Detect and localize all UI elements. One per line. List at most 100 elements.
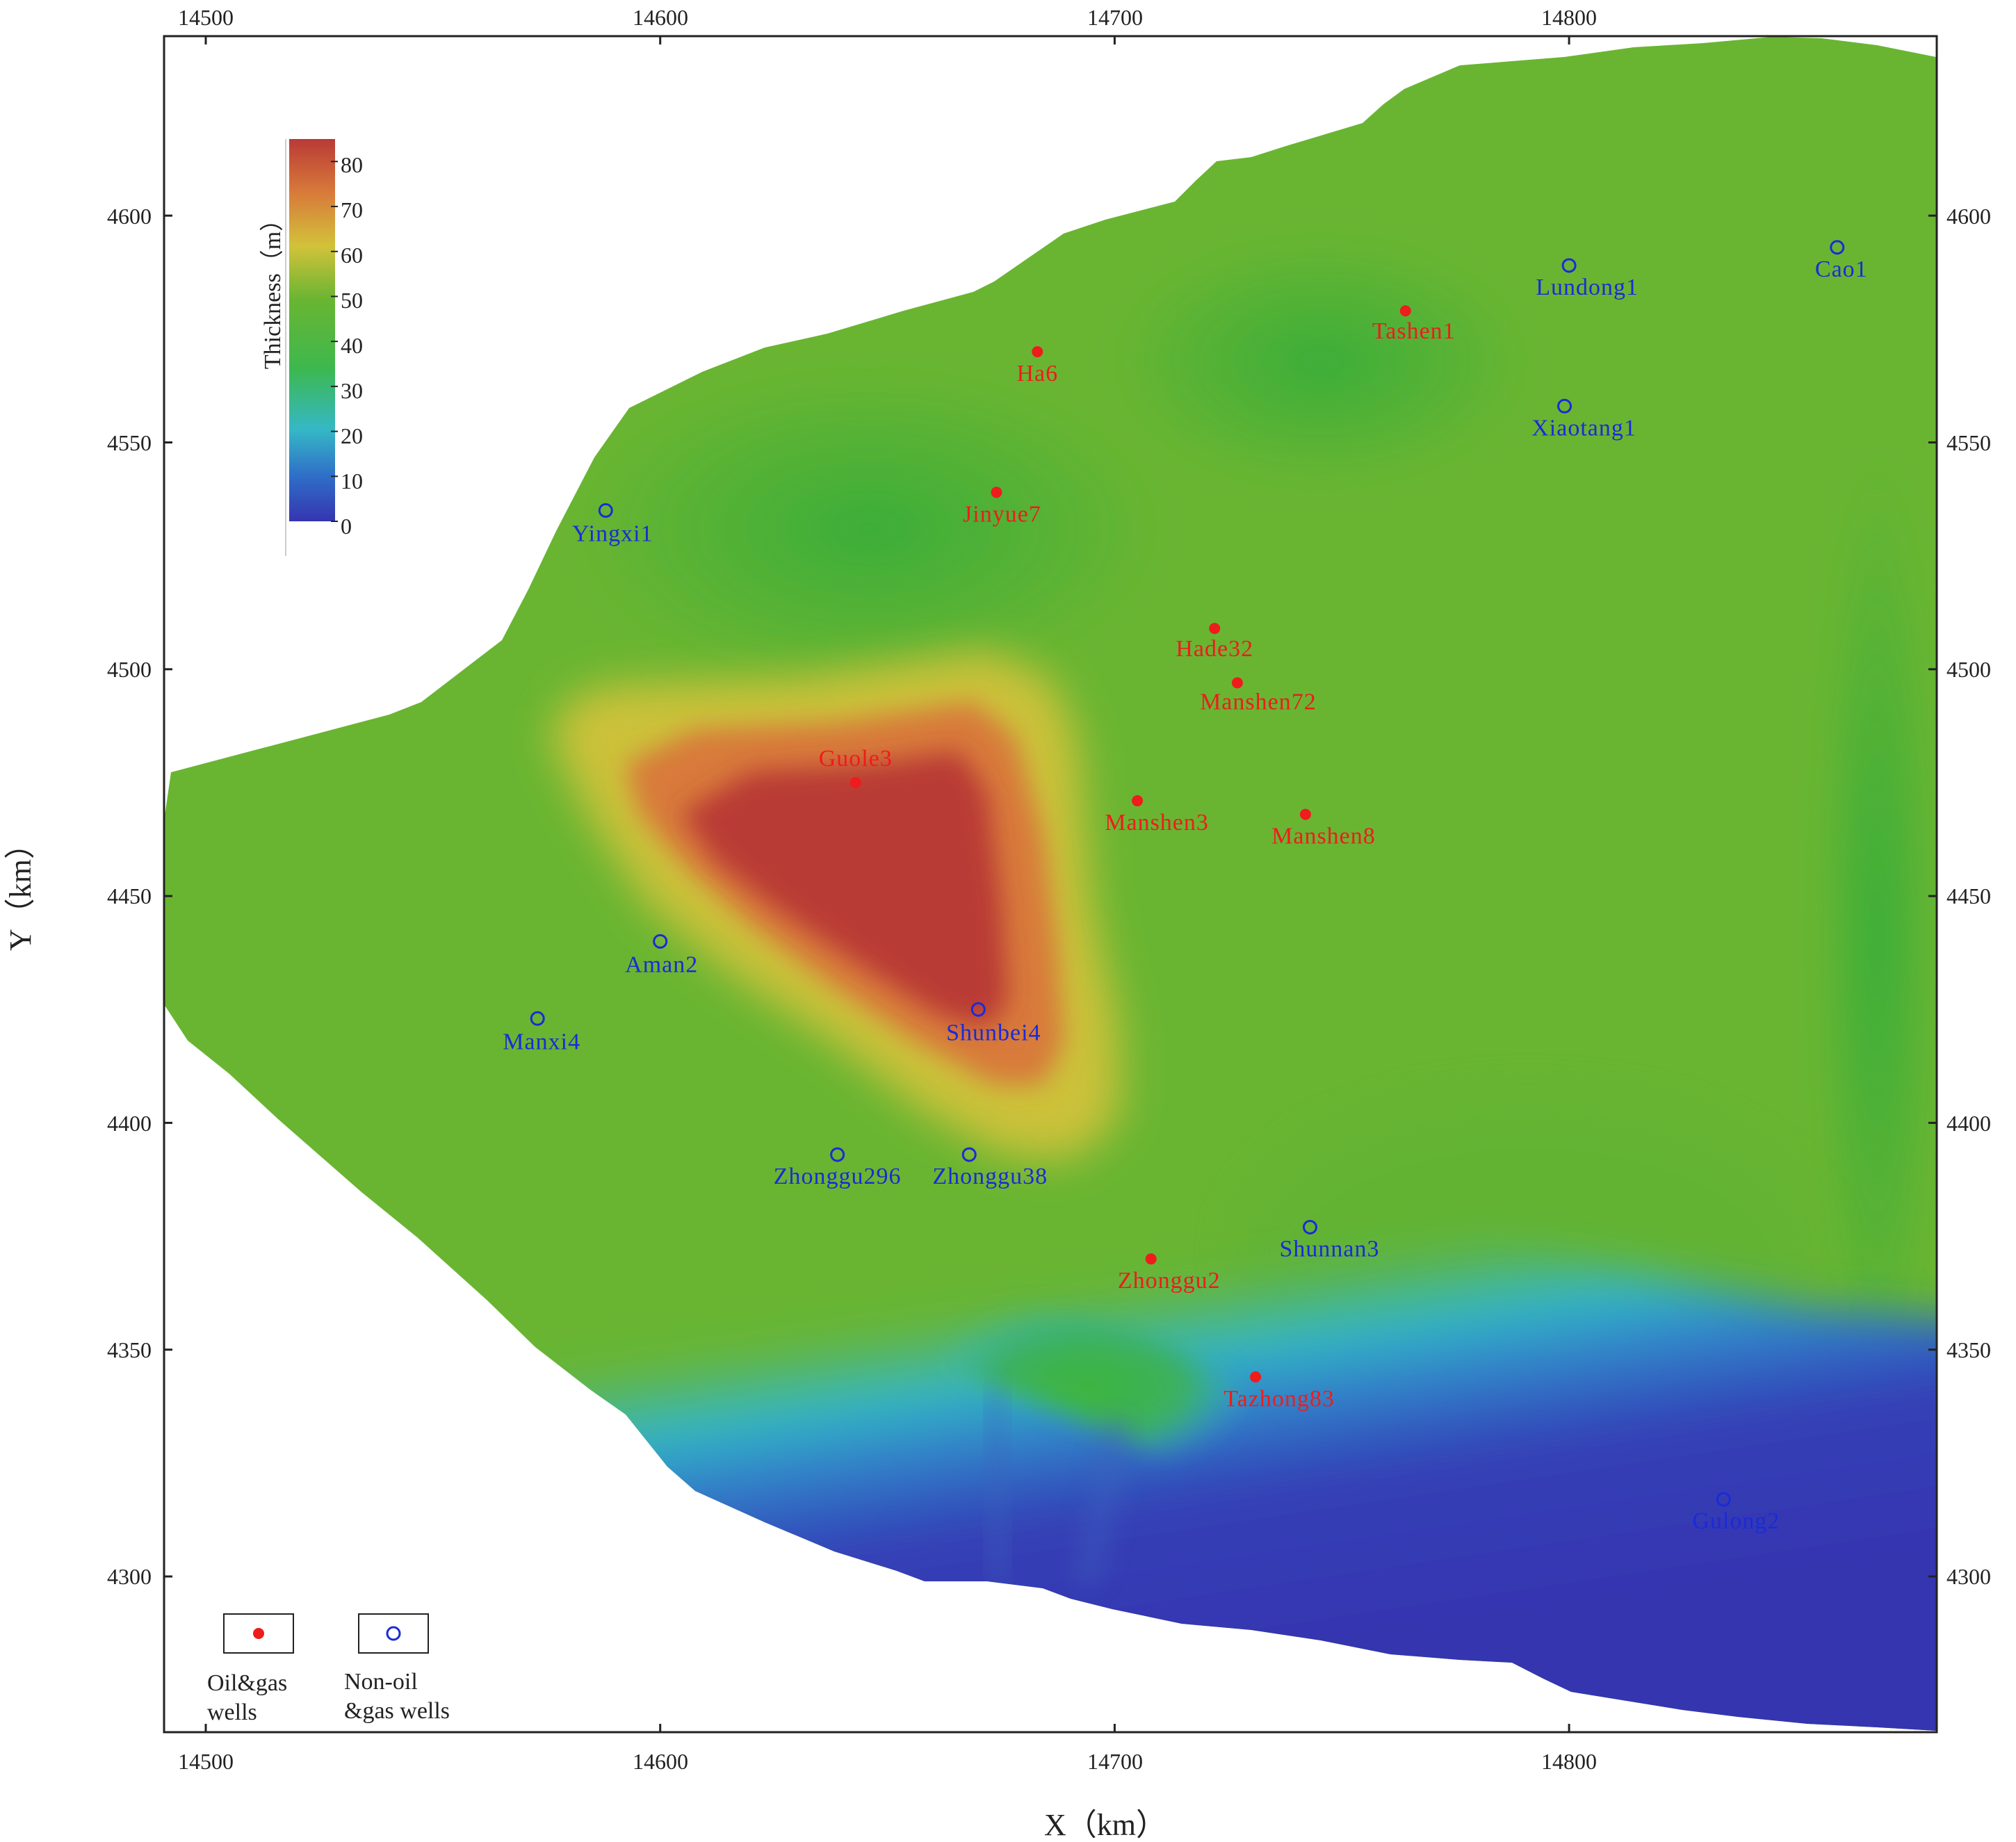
well-label: Shunbei4 (946, 1020, 1041, 1045)
x-tick-label: 14600 (633, 1749, 688, 1774)
well-tashen1: Tashen1 (1372, 305, 1456, 344)
non-oil-gas-well-marker (970, 1002, 986, 1017)
y-tick-label: 4500 (1946, 657, 1991, 682)
non-oil-gas-well-marker (1830, 240, 1845, 255)
well-label: Cao1 (1815, 256, 1868, 282)
y-tick-label: 4500 (107, 657, 152, 682)
well-label: Ha6 (1016, 361, 1058, 386)
well-cao1: Cao1 (1815, 240, 1868, 282)
legend-non-label-line2: &gas wells (344, 1698, 450, 1724)
well-label: Manshen3 (1105, 810, 1209, 836)
legend-oil-label-line1: Oil&gas (207, 1670, 287, 1696)
well-hade32: Hade32 (1176, 623, 1253, 662)
x-tick-label: 14500 (178, 1749, 234, 1774)
wells-layer: Tashen1 Ha6 Jinyue7 Hade32 Manshen72 Guole3 Ma… (503, 240, 1868, 1534)
well-label: Zhonggu38 (932, 1164, 1048, 1189)
well-manxi4: Manxi4 (503, 1011, 580, 1054)
well-manshen3: Manshen3 (1105, 795, 1209, 836)
y-tick-label: 4550 (107, 430, 152, 455)
legend-oil-label-line2: wells (207, 1700, 257, 1725)
well-shunnan3: Shunnan3 (1279, 1219, 1379, 1262)
well-manshen8: Manshen8 (1271, 808, 1376, 849)
colorbar-label: 70 (341, 197, 363, 222)
y-tick-label: 4450 (107, 883, 152, 908)
y-axis-title: Y（km） (3, 829, 38, 951)
well-label: Jinyue7 (963, 501, 1041, 527)
colorbar-label: 50 (341, 288, 363, 313)
oil-gas-well-marker (991, 487, 1002, 498)
non-oil-gas-well-marker (830, 1147, 845, 1162)
legend-non-marker (386, 1626, 401, 1641)
x-tick-labels-bottom: 14500 14600 14700 14800 (178, 1749, 1597, 1774)
x-tick-label: 14700 (1087, 5, 1143, 30)
well-zhonggu296: Zhonggu296 (774, 1147, 902, 1189)
well-xiaotang1: Xiaotang1 (1531, 398, 1636, 441)
y-tick-label: 4600 (107, 204, 152, 229)
colorbar-ramp (289, 139, 335, 521)
well-ha6: Ha6 (1016, 345, 1058, 386)
well-label: Aman2 (625, 952, 698, 977)
well-label: Manxi4 (503, 1029, 580, 1054)
legend: Oil&gas wells Non-oil &gas wells (207, 1613, 450, 1725)
well-label: Tazhong83 (1224, 1386, 1335, 1412)
well-label: Manshen8 (1271, 824, 1376, 849)
y-tick-label: 4400 (1946, 1111, 1991, 1136)
legend-non-box (358, 1613, 429, 1654)
well-label: Shunnan3 (1279, 1236, 1379, 1262)
non-oil-gas-well-marker (1557, 398, 1572, 414)
well-tazhong83: Tazhong83 (1224, 1371, 1335, 1412)
colorbar-label: 60 (341, 243, 363, 268)
well-label: Yingxi1 (572, 521, 653, 546)
well-label: Zhonggu296 (774, 1164, 902, 1189)
y-tick-label: 4550 (1946, 430, 1991, 455)
y-tick-labels-left: 4300 4350 4400 4450 4500 4550 4600 (107, 204, 152, 1589)
colorbar-label: 40 (341, 333, 363, 358)
oil-gas-well-marker (1032, 345, 1043, 357)
well-jinyue7: Jinyue7 (963, 487, 1041, 527)
oil-gas-well-marker (1145, 1253, 1157, 1265)
y-tick-label: 4450 (1946, 883, 1991, 908)
well-zhonggu38: Zhonggu38 (932, 1147, 1048, 1189)
oil-gas-well-marker (1209, 623, 1221, 635)
map-frame (163, 35, 1938, 1734)
well-gulong2: Gulong2 (1692, 1492, 1780, 1534)
y-tick-label: 4300 (1946, 1564, 1991, 1589)
y-tick-label: 4600 (1946, 204, 1991, 229)
oil-gas-well-marker (1299, 808, 1311, 820)
non-oil-gas-well-marker (961, 1147, 977, 1162)
colorbar: 0 10 20 30 40 50 60 70 80 Thickness（m） (259, 139, 363, 556)
non-oil-gas-well-marker (653, 934, 668, 949)
y-tick-label: 4400 (107, 1111, 152, 1136)
legend-non-label-line1: Non-oil (344, 1669, 418, 1695)
y-tick-label: 4300 (107, 1564, 152, 1589)
y-tick-label: 4350 (107, 1337, 152, 1362)
non-oil-gas-well-marker (530, 1011, 545, 1026)
x-tick-label: 14800 (1541, 5, 1597, 30)
x-axis-title: X（km） (1044, 1808, 1166, 1842)
well-lundong1: Lundong1 (1536, 258, 1639, 300)
axis-ticks (164, 36, 1937, 1732)
well-shunbei4: Shunbei4 (946, 1002, 1041, 1045)
non-oil-gas-well-marker (598, 503, 613, 518)
well-label: Zhonggu2 (1118, 1268, 1221, 1294)
colorbar-label: 80 (341, 152, 363, 177)
oil-gas-well-marker (1231, 677, 1243, 689)
x-tick-label: 14600 (633, 5, 688, 30)
well-aman2: Aman2 (625, 934, 698, 977)
oil-gas-well-marker (1132, 795, 1144, 807)
x-tick-label: 14800 (1541, 1749, 1597, 1774)
oil-gas-well-marker (1250, 1371, 1262, 1383)
well-label: Lundong1 (1536, 275, 1639, 300)
well-yingxi1: Yingxi1 (572, 503, 653, 546)
non-oil-gas-well-marker (1561, 258, 1577, 273)
colorbar-label: 20 (341, 423, 363, 448)
well-label: Xiaotang1 (1531, 415, 1636, 441)
well-manshen72: Manshen72 (1200, 677, 1316, 715)
well-label: Gulong2 (1692, 1508, 1780, 1534)
colorbar-label: 30 (341, 378, 363, 403)
well-label: Tashen1 (1372, 318, 1456, 344)
non-oil-gas-well-marker (1716, 1492, 1731, 1507)
y-tick-label: 4350 (1946, 1337, 1991, 1362)
non-oil-gas-well-marker (1302, 1219, 1317, 1234)
